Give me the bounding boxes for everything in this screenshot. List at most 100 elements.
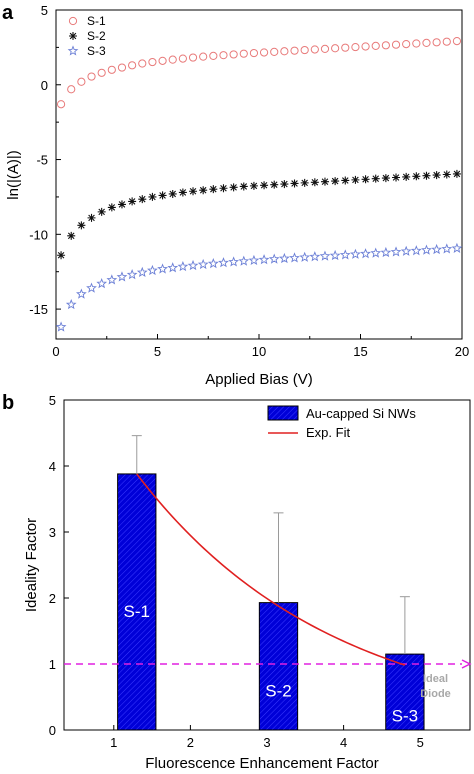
legend-label-s-2: S-2	[87, 29, 106, 43]
y-tick-label-a: -15	[29, 302, 48, 317]
panel-letter-b: b	[2, 392, 14, 414]
data-point-s-1	[371, 41, 380, 50]
panel-b: 1 2 3 4 5 0 1 2 3 4 5 Ideal Diode S-1 S-2 S-3 Au-cappe…	[23, 393, 472, 772]
data-point-s-2	[178, 188, 187, 197]
legend-b: Au-capped Si NWs Exp. Fit	[267, 405, 416, 440]
data-point-s-1	[331, 44, 340, 53]
data-point-s-2	[219, 184, 228, 193]
data-point-s-3	[126, 269, 138, 280]
data-point-s-2	[67, 231, 76, 240]
data-point-s-3	[207, 257, 219, 269]
data-point-s-1	[320, 44, 330, 53]
data-point-s-3	[76, 288, 87, 299]
data-point-s-1	[259, 48, 269, 57]
data-point-s-1	[188, 53, 198, 62]
data-point-s-2	[392, 173, 401, 182]
data-point-s-1	[138, 59, 147, 68]
x-tick-label-a: 20	[455, 344, 469, 359]
data-point-s-1	[178, 54, 187, 63]
data-point-s-2	[280, 180, 289, 189]
data-point-s-2	[239, 182, 248, 191]
bar-s-2	[258, 602, 299, 731]
y-tick-label-a: 0	[41, 78, 48, 93]
data-point-s-3	[96, 278, 108, 289]
data-point-s-3	[421, 244, 432, 255]
data-point-s-3	[86, 282, 97, 293]
data-point-s-1	[239, 49, 248, 58]
x-tick-label-b: 4	[340, 735, 347, 750]
data-point-s-3	[360, 248, 371, 259]
data-point-s-2	[300, 178, 309, 187]
data-point-s-1	[290, 46, 299, 55]
legend-label-s-1: S-1	[87, 14, 106, 28]
legend-swatch-bars	[267, 405, 299, 421]
data-point-s-1	[229, 50, 238, 59]
legend-label-bars: Au-capped Si NWs	[306, 406, 416, 421]
data-point-s-1	[442, 37, 451, 46]
data-point-s-3	[410, 245, 422, 256]
data-point-s-1	[219, 51, 228, 60]
data-point-s-2	[168, 189, 177, 198]
data-point-s-2	[249, 181, 258, 190]
legend-a: S-1S-2S-3	[67, 14, 106, 58]
y-tick-label-b: 3	[49, 525, 56, 540]
data-point-s-2	[402, 172, 411, 181]
legend-label-fit: Exp. Fit	[306, 425, 350, 440]
data-point-s-3	[167, 262, 179, 273]
data-point-s-1	[351, 42, 360, 52]
y-axis-title-b: Ideality Factor	[23, 518, 40, 612]
data-point-s-1	[270, 47, 279, 56]
data-point-s-2	[381, 174, 390, 183]
bar-s-1	[117, 473, 157, 731]
data-point-s-2	[320, 177, 329, 186]
data-point-s-3	[339, 249, 351, 260]
data-point-s-2	[361, 175, 370, 184]
data-point-s-1	[300, 45, 309, 55]
data-point-s-1	[168, 55, 177, 64]
x-axis-title-a: Applied Bias (V)	[205, 371, 313, 388]
data-point-s-2	[229, 183, 238, 192]
bar-label-s-2: S-2	[265, 681, 291, 700]
bar-label-s-1: S-1	[124, 602, 150, 621]
data-point-s-3	[370, 247, 382, 258]
ideal-label-line1: Ideal	[423, 673, 448, 685]
data-point-s-3	[116, 271, 128, 282]
data-point-s-2	[77, 221, 86, 230]
data-point-s-2	[432, 171, 441, 180]
data-point-s-3	[400, 245, 412, 256]
data-point-s-2	[189, 187, 198, 196]
data-point-s-1	[361, 42, 370, 51]
data-point-s-1	[249, 48, 259, 58]
data-point-s-1	[341, 43, 350, 52]
bar-s-3	[385, 653, 425, 731]
data-points-a	[55, 37, 463, 332]
data-point-s-2	[97, 207, 106, 216]
x-tick-label-b: 2	[187, 735, 194, 750]
data-point-s-3	[451, 242, 463, 253]
data-point-s-3	[65, 298, 77, 310]
y-axis-title-a: ln(|(A)|)	[5, 150, 22, 199]
data-point-s-1	[77, 77, 86, 86]
data-point-s-3	[177, 260, 189, 272]
data-point-s-1	[422, 38, 431, 48]
y-tick-label-b: 2	[49, 591, 56, 606]
panel-a: 0 5 10 15 20 5 0 -5 -10 -15 S-1S-2S-3 Applied Bia…	[5, 3, 469, 388]
data-point-s-3	[228, 256, 239, 267]
exp-fit-curve	[136, 473, 406, 666]
data-point-s-2	[422, 171, 431, 180]
data-point-s-1	[56, 100, 66, 109]
y-tick-label-a: 5	[41, 3, 48, 18]
data-point-s-2	[371, 174, 380, 183]
data-point-s-2	[209, 185, 218, 194]
x-tick-label-b: 5	[417, 735, 424, 750]
data-point-s-2	[87, 213, 96, 222]
data-point-s-3	[248, 254, 260, 266]
x-tick-label-a: 0	[52, 344, 59, 359]
data-point-s-3	[299, 251, 311, 262]
data-point-s-3	[218, 257, 229, 268]
data-point-s-3	[431, 243, 442, 255]
data-point-s-3	[106, 274, 118, 285]
data-point-s-2	[341, 176, 350, 185]
data-point-s-2	[158, 191, 167, 200]
